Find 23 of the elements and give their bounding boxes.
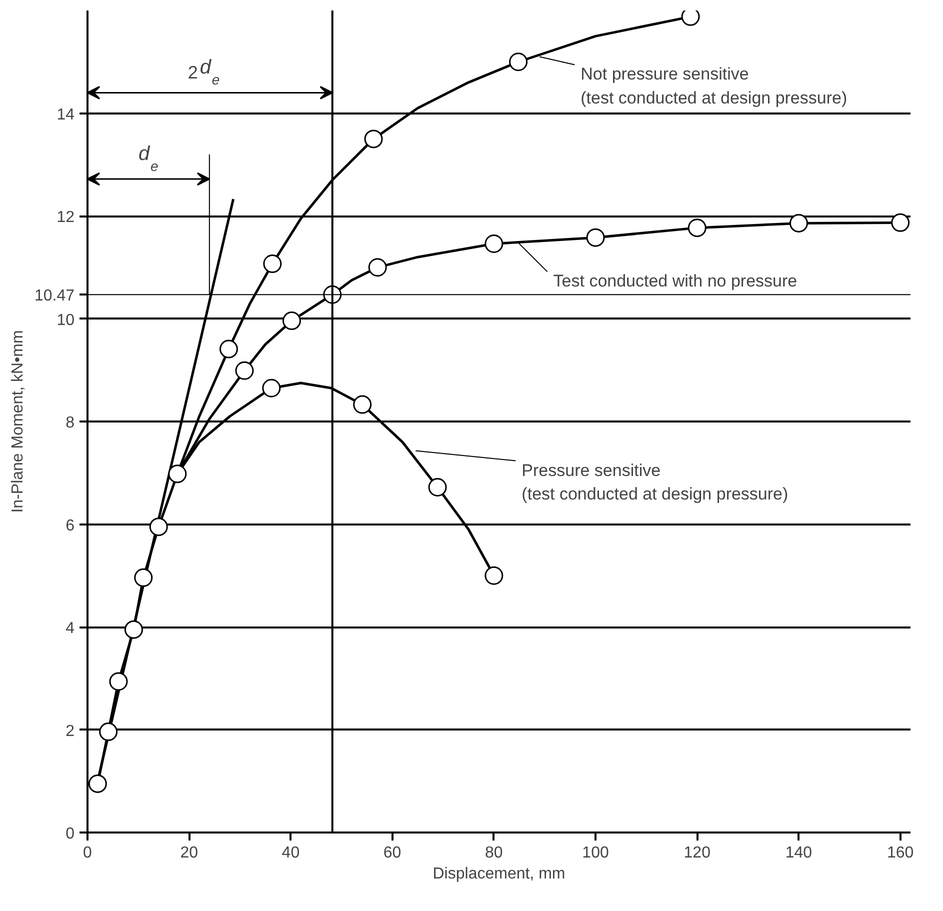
y-tick-label: 12	[56, 209, 75, 226]
y-tick-label: 8	[66, 414, 75, 432]
x-tick-label: 40	[282, 844, 300, 862]
x-tick-label: 0	[83, 844, 92, 862]
x-tick-label: 160	[886, 844, 914, 862]
x-tick-label: 80	[485, 844, 503, 862]
y-tick-label: 4	[66, 620, 75, 637]
x-tick-label: 140	[785, 844, 812, 862]
y-tick-label: 6	[66, 517, 75, 534]
y-tick-label: 14	[56, 106, 75, 124]
y-tick-label: 10	[56, 312, 75, 329]
x-tick-label: 120	[684, 844, 711, 862]
x-axis-title: Displacement, mm	[432, 866, 566, 882]
y-tick-label: 0	[66, 826, 75, 842]
x-tick-label: 100	[582, 844, 609, 862]
ref-line-label: 10.47	[34, 288, 75, 305]
annotation: Pressure sensitive (test conducted at design pressure)	[522, 460, 788, 504]
x-tick-label: 60	[383, 844, 402, 862]
y-tick-label: 2	[66, 722, 75, 740]
y-axis-title: In-Plane Moment, kN•mm	[9, 330, 26, 513]
x-tick-label: 20	[180, 844, 198, 862]
annotation: Test conducted with no pressure	[553, 272, 798, 291]
annotation: Not pressure sensitive (test conducted at design pressure)	[580, 64, 848, 108]
